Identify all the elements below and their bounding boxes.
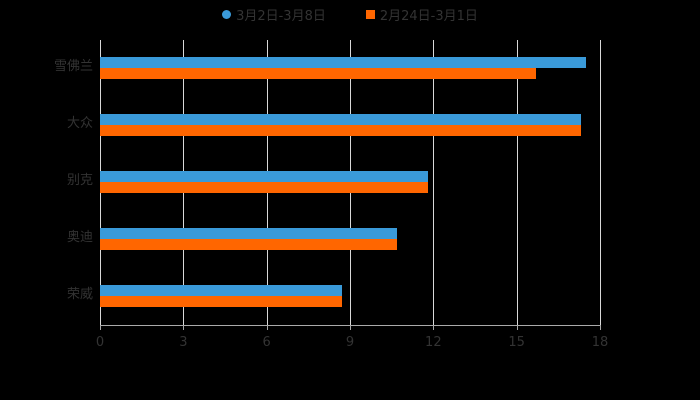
x-tick-label: 12 [425,335,442,350]
bar-series2[interactable] [100,238,398,250]
bar-series2[interactable] [100,295,342,307]
category-label: 别克 [66,172,93,188]
chart-legend: 3月2日-3月8日 2月24日-3月1日 [0,4,700,24]
bar-series2[interactable] [100,181,428,193]
x-tick [516,325,518,330]
x-tick-label: 0 [95,335,105,350]
x-tick [350,325,351,330]
x-tick-label: 9 [345,335,355,350]
bar-series1[interactable] [100,170,428,182]
legend-label-series1: 3月2日-3月8日 [236,8,326,24]
x-tick [600,325,601,330]
gridline [600,40,601,325]
bar-series2[interactable] [100,124,581,136]
x-tick [100,325,101,330]
x-tick [266,325,268,330]
bar-series1[interactable] [100,284,342,296]
bar-series1[interactable] [100,227,398,239]
series2-square-icon [365,9,375,19]
category-label: 荣威 [66,286,93,302]
category-label: 奥迪 [66,229,93,245]
category-label: 雪佛兰 [53,58,93,74]
series1-circle-icon [222,9,232,19]
legend-item-series1[interactable]: 3月2日-3月8日 [222,4,326,24]
x-tick-label: 3 [179,335,188,350]
x-tick-label: 18 [591,335,609,350]
x-tick [433,325,435,330]
bar-series1[interactable] [100,56,587,68]
x-tick-label: 15 [508,335,525,350]
x-tick [183,325,185,330]
plot-area [100,40,601,325]
category-label: 大众 [66,115,93,131]
bar-series1[interactable] [100,113,581,125]
legend-item-series2[interactable]: 2月24日-3月1日 [365,4,478,24]
x-tick-label: 6 [262,335,271,350]
legend-label-series2: 2月24日-3月1日 [379,8,478,24]
gridline [516,40,518,325]
gridline [433,40,435,325]
bar-series2[interactable] [100,67,537,79]
